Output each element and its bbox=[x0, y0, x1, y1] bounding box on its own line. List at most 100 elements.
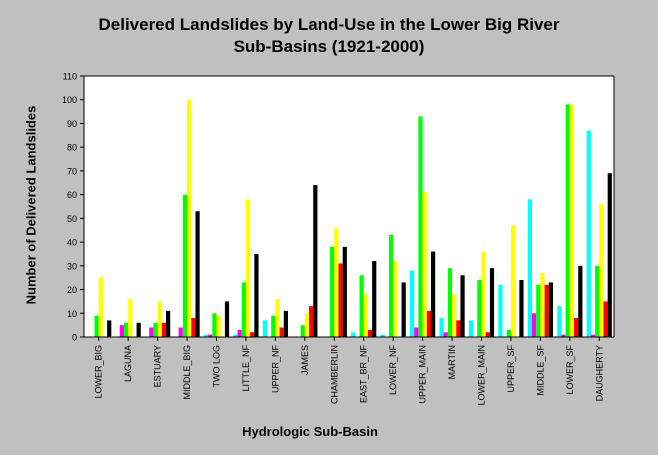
chart-subtitle: Sub-Basins (1921-2000) bbox=[233, 37, 425, 56]
x-tick-label: LAGUNA bbox=[123, 345, 133, 382]
bar bbox=[603, 301, 608, 337]
y-tick-label: 100 bbox=[62, 95, 77, 105]
bar bbox=[334, 227, 339, 337]
bar bbox=[161, 322, 167, 337]
bar bbox=[561, 334, 566, 337]
bar bbox=[123, 322, 129, 337]
bar bbox=[595, 265, 600, 337]
bar bbox=[452, 294, 457, 337]
bar bbox=[250, 332, 255, 337]
bar bbox=[510, 225, 516, 337]
bar bbox=[330, 246, 335, 337]
bar bbox=[136, 322, 141, 337]
x-tick-label: LOWER_SF bbox=[565, 345, 575, 395]
bar bbox=[119, 325, 124, 337]
bar bbox=[128, 299, 133, 337]
x-tick-label: UPPER_MAIN bbox=[418, 345, 428, 404]
x-tick-label: JAMES bbox=[300, 345, 310, 375]
bar bbox=[262, 320, 267, 337]
bar bbox=[468, 320, 474, 337]
x-tick-label: EAST_BR_NF bbox=[359, 345, 369, 404]
bar bbox=[94, 315, 99, 337]
x-tick-label: LOWER_MAIN bbox=[477, 345, 487, 406]
bar bbox=[418, 116, 423, 337]
bar bbox=[182, 194, 188, 337]
bar bbox=[506, 329, 511, 337]
x-tick-label: LITTLE_NF bbox=[241, 345, 251, 392]
bar bbox=[367, 329, 373, 337]
bar bbox=[107, 320, 112, 337]
bar bbox=[460, 275, 465, 337]
bar bbox=[300, 325, 305, 337]
bar bbox=[388, 234, 394, 337]
bar bbox=[363, 294, 368, 337]
bar bbox=[254, 253, 259, 337]
bar bbox=[283, 310, 288, 337]
y-tick-label: 60 bbox=[67, 190, 77, 200]
plot-area bbox=[84, 76, 614, 337]
bar bbox=[531, 313, 537, 337]
bar bbox=[313, 185, 318, 337]
bar bbox=[519, 280, 524, 337]
bar bbox=[569, 104, 575, 337]
bar bbox=[271, 315, 276, 337]
bar bbox=[574, 318, 579, 337]
bar bbox=[166, 310, 171, 337]
bar bbox=[540, 272, 545, 337]
x-tick-label: MARTIN bbox=[447, 345, 457, 379]
y-tick-label: 30 bbox=[67, 261, 77, 271]
bar bbox=[245, 199, 251, 337]
bar bbox=[98, 277, 103, 337]
y-tick-label: 40 bbox=[67, 238, 77, 248]
bar bbox=[426, 310, 432, 337]
bar bbox=[157, 301, 162, 337]
bar bbox=[477, 280, 482, 337]
bar bbox=[153, 322, 158, 337]
bar bbox=[237, 329, 242, 337]
x-tick-label: LOWER_BIG bbox=[94, 345, 104, 399]
bar bbox=[241, 282, 246, 337]
bar bbox=[485, 332, 490, 337]
bar bbox=[149, 327, 154, 337]
x-tick-label: MIDDLE_BIG bbox=[182, 345, 192, 400]
bar bbox=[443, 332, 448, 337]
bar bbox=[481, 251, 486, 337]
bar bbox=[557, 306, 562, 337]
bar bbox=[187, 99, 192, 337]
bar bbox=[578, 265, 583, 337]
bar bbox=[544, 284, 549, 337]
bar bbox=[372, 261, 377, 337]
bar bbox=[279, 327, 284, 337]
bar bbox=[489, 268, 495, 337]
x-tick-label: DAUGHERTY bbox=[594, 345, 604, 401]
bar bbox=[414, 327, 419, 337]
x-tick-label: UPPER_NF bbox=[270, 345, 280, 394]
bar bbox=[380, 334, 385, 337]
x-tick-label: MIDDLE_SF bbox=[535, 345, 545, 396]
bar bbox=[431, 251, 436, 337]
x-tick-label: LOWER_NF bbox=[388, 345, 398, 396]
bar bbox=[309, 306, 314, 337]
y-tick-label: 50 bbox=[67, 214, 77, 224]
y-tick-label: 10 bbox=[67, 309, 77, 319]
bar bbox=[456, 320, 461, 337]
bar bbox=[548, 282, 553, 337]
bar bbox=[447, 268, 453, 337]
x-axis-label: Hydrologic Sub-Basin bbox=[242, 424, 378, 439]
bar bbox=[178, 327, 183, 337]
x-tick-label: TWO LOG bbox=[212, 345, 222, 388]
bar bbox=[275, 299, 280, 337]
bar bbox=[338, 263, 343, 337]
bar bbox=[212, 313, 217, 337]
y-tick-label: 70 bbox=[67, 166, 77, 176]
bar bbox=[586, 130, 591, 337]
y-tick-label: 80 bbox=[67, 143, 77, 153]
bar bbox=[590, 334, 596, 337]
bar bbox=[216, 315, 221, 337]
bar bbox=[439, 318, 444, 337]
y-tick-label: 0 bbox=[72, 333, 77, 343]
bar bbox=[536, 284, 541, 337]
y-tick-label: 90 bbox=[67, 119, 77, 129]
bar bbox=[191, 318, 196, 337]
